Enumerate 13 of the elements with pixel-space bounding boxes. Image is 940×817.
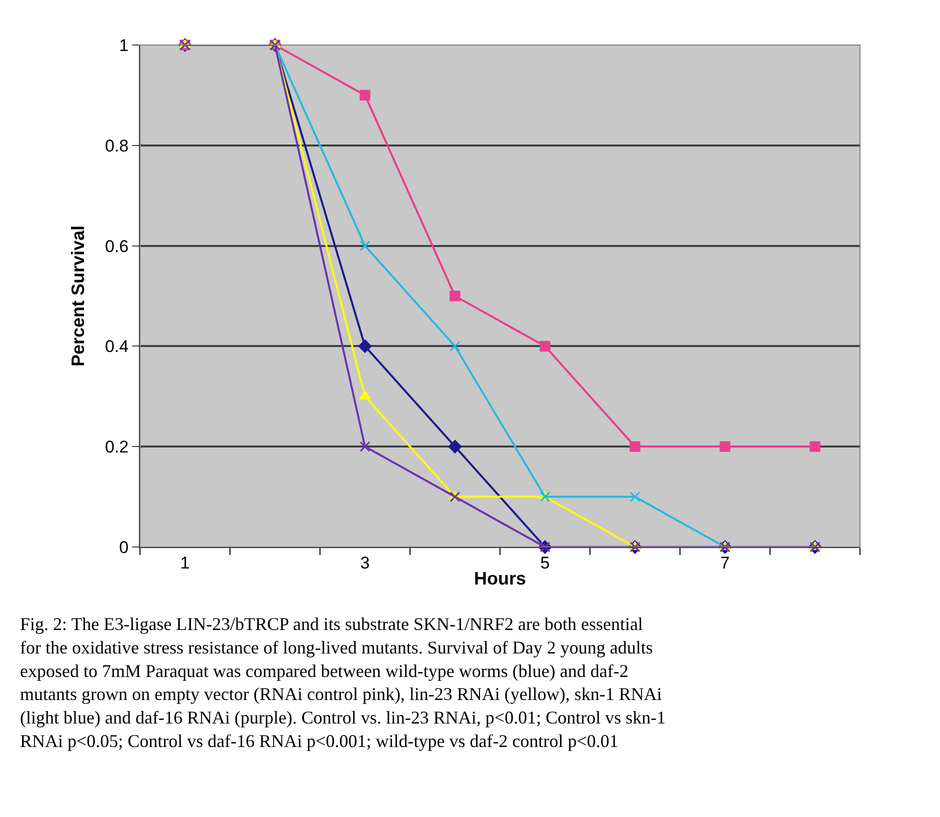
y-tick-label: 0 (119, 538, 129, 557)
y-tick-label: 0.6 (104, 236, 129, 256)
x-axis-title: Hours (474, 568, 526, 588)
y-tick-label: 0.2 (104, 438, 129, 457)
y-tick-label: 1 (119, 36, 129, 55)
x-tick-label: 5 (540, 553, 550, 572)
y-axis-title: Percent Survival (68, 225, 88, 367)
caption: Fig. 2: The E3-ligase LIN-23/bTRCP and its substrate SKN-1/NRF2 are both essential for the oxidative stress resistance of long-lived mutants. Survival of Day 2 young adults exposed to 7mM Paraquat was compared between wild-type worms (blue) and daf-2 mutants grown on empty vector (RNAi control pink), lin-23 RNAi (yellow), skn-1 RNAi (light blue) and daf-16 RNAi (purple). Control vs. lin-23 RNAi, p<0.01; Control vs skn-1 RNAi p<0.05; Control vs daf-16 RNAi p<0.001; wild-type vs daf-2 control p<0.01 (20, 614, 666, 751)
y-tick-label: 0.4 (104, 337, 129, 356)
x-tick-label: 1 (180, 553, 190, 572)
y-tick-label: 0.8 (104, 136, 129, 156)
x-tick-label: 7 (720, 553, 730, 572)
x-tick-label: 3 (360, 553, 370, 572)
